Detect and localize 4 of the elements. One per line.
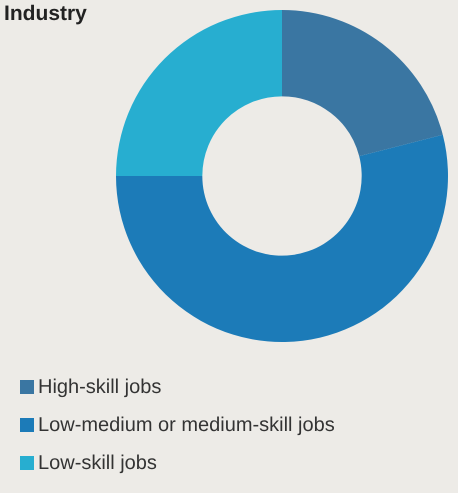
- legend-label: High-skill jobs: [38, 376, 162, 398]
- chart-title: Industry: [4, 2, 87, 26]
- legend-label: Low-medium or medium-skill jobs: [38, 414, 335, 436]
- legend-label: Low-skill jobs: [38, 452, 157, 474]
